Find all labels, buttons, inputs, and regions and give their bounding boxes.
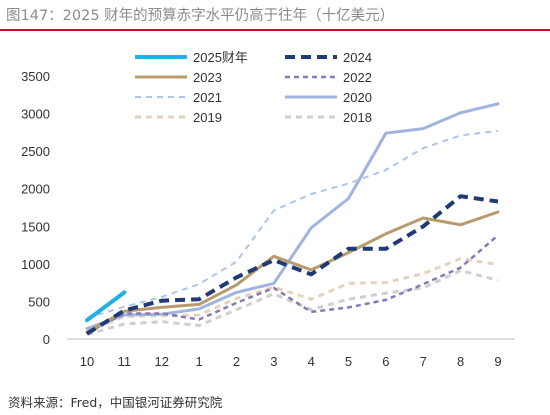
- y-tick-label: 2500: [21, 144, 50, 159]
- legend-label-2020: 2020: [343, 90, 372, 105]
- x-tick-label: 5: [345, 354, 352, 369]
- x-tick-label: 7: [420, 354, 427, 369]
- y-tick-label: 3000: [21, 107, 50, 122]
- x-tick-label: 2: [233, 354, 240, 369]
- x-tick-label: 11: [118, 354, 132, 369]
- figure-title: 图147：2025 财年的预算赤字水平仍高于往年（十亿美元）: [6, 8, 395, 24]
- legend-label-2022: 2022: [343, 70, 372, 85]
- series-line-2023: [85, 210, 500, 334]
- y-tick-label: 0: [43, 332, 50, 347]
- x-tick-label: 6: [382, 354, 389, 369]
- y-tick-label: 1500: [21, 219, 50, 234]
- legend-label-2024: 2024: [343, 50, 372, 65]
- legend-label-2018: 2018: [343, 110, 372, 125]
- x-tick-label: 4: [308, 354, 315, 369]
- series-line-2019: [86, 257, 499, 333]
- x-tick-label: 9: [494, 354, 501, 369]
- source-note: 资料来源：Fred，中国银河证券研究院: [8, 395, 223, 410]
- legend-label-2021: 2021: [193, 90, 222, 105]
- x-tick-label: 10: [80, 354, 94, 369]
- legend-label-2025财年: 2025财年: [193, 50, 248, 65]
- y-tick-label: 2000: [21, 182, 50, 197]
- series-line-2018: [86, 269, 499, 336]
- y-tick-label: 1000: [21, 257, 50, 272]
- y-tick-label: 500: [28, 294, 50, 309]
- legend-label-2019: 2019: [193, 110, 222, 125]
- x-tick-label: 1: [195, 354, 202, 369]
- title-rule: [0, 29, 550, 31]
- series-line-2022: [86, 234, 499, 335]
- series-line-2021: [86, 129, 499, 319]
- legend-label-2023: 2023: [193, 70, 222, 85]
- x-tick-label: 12: [154, 354, 168, 369]
- x-tick-label: 3: [270, 354, 277, 369]
- y-tick-label: 3500: [21, 69, 50, 84]
- x-tick-label: 8: [457, 354, 464, 369]
- series-line-2024: [85, 194, 499, 336]
- series-line-2025财年: [85, 290, 127, 323]
